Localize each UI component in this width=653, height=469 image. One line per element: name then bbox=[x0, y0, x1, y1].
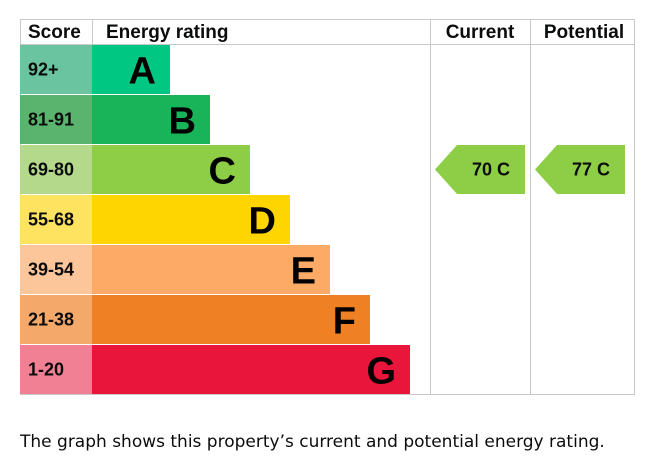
score-range-a: 92+ bbox=[28, 60, 59, 80]
band-letter-c: C bbox=[209, 151, 236, 193]
score-range-e: 39-54 bbox=[28, 260, 74, 280]
score-cell-g bbox=[20, 345, 92, 394]
score-header: Score bbox=[28, 22, 81, 43]
band-letter-g: G bbox=[366, 351, 396, 393]
band-letter-b: B bbox=[169, 101, 196, 143]
score-range-b: 81-91 bbox=[28, 110, 74, 130]
potential-rating-label: 77 C bbox=[572, 160, 610, 180]
band-letter-e: E bbox=[291, 251, 316, 293]
score-cell-c bbox=[20, 145, 92, 194]
score-cell-b bbox=[20, 95, 92, 144]
band-letter-f: F bbox=[333, 301, 356, 343]
potential-arrow bbox=[535, 145, 625, 194]
band-letter-a: A bbox=[129, 51, 156, 93]
chart-caption: The graph shows this property’s current … bbox=[20, 432, 605, 452]
band-bar-d bbox=[92, 195, 290, 244]
band-bar-a bbox=[92, 45, 170, 94]
epc-chart: Score Energy rating Current Potential 92… bbox=[20, 19, 635, 395]
score-cell-d bbox=[20, 195, 92, 244]
current-header: Current bbox=[446, 22, 515, 43]
score-range-f: 21-38 bbox=[28, 310, 74, 330]
band-bar-c bbox=[92, 145, 250, 194]
band-bar-f bbox=[92, 295, 370, 344]
score-range-c: 69-80 bbox=[28, 160, 74, 180]
current-arrow bbox=[435, 145, 525, 194]
band-letter-d: D bbox=[249, 201, 276, 243]
rating-arrows: 70 C 77 C bbox=[435, 145, 625, 194]
score-range-d: 55-68 bbox=[28, 210, 74, 230]
band-bar-b bbox=[92, 95, 210, 144]
energy-rating-header: Energy rating bbox=[106, 22, 228, 43]
rating-bands: 92+ A 81-91 B 69-80 C 55-68 D 39-54 E 21-38 F 1-20 G bbox=[20, 45, 410, 394]
score-range-g: 1-20 bbox=[28, 360, 64, 380]
score-cell-f bbox=[20, 295, 92, 344]
potential-header: Potential bbox=[544, 22, 624, 43]
band-bar-g bbox=[92, 345, 410, 394]
score-cell-a bbox=[20, 45, 92, 94]
current-rating-label: 70 C bbox=[472, 160, 510, 180]
band-bar-e bbox=[92, 245, 330, 294]
score-cell-e bbox=[20, 245, 92, 294]
